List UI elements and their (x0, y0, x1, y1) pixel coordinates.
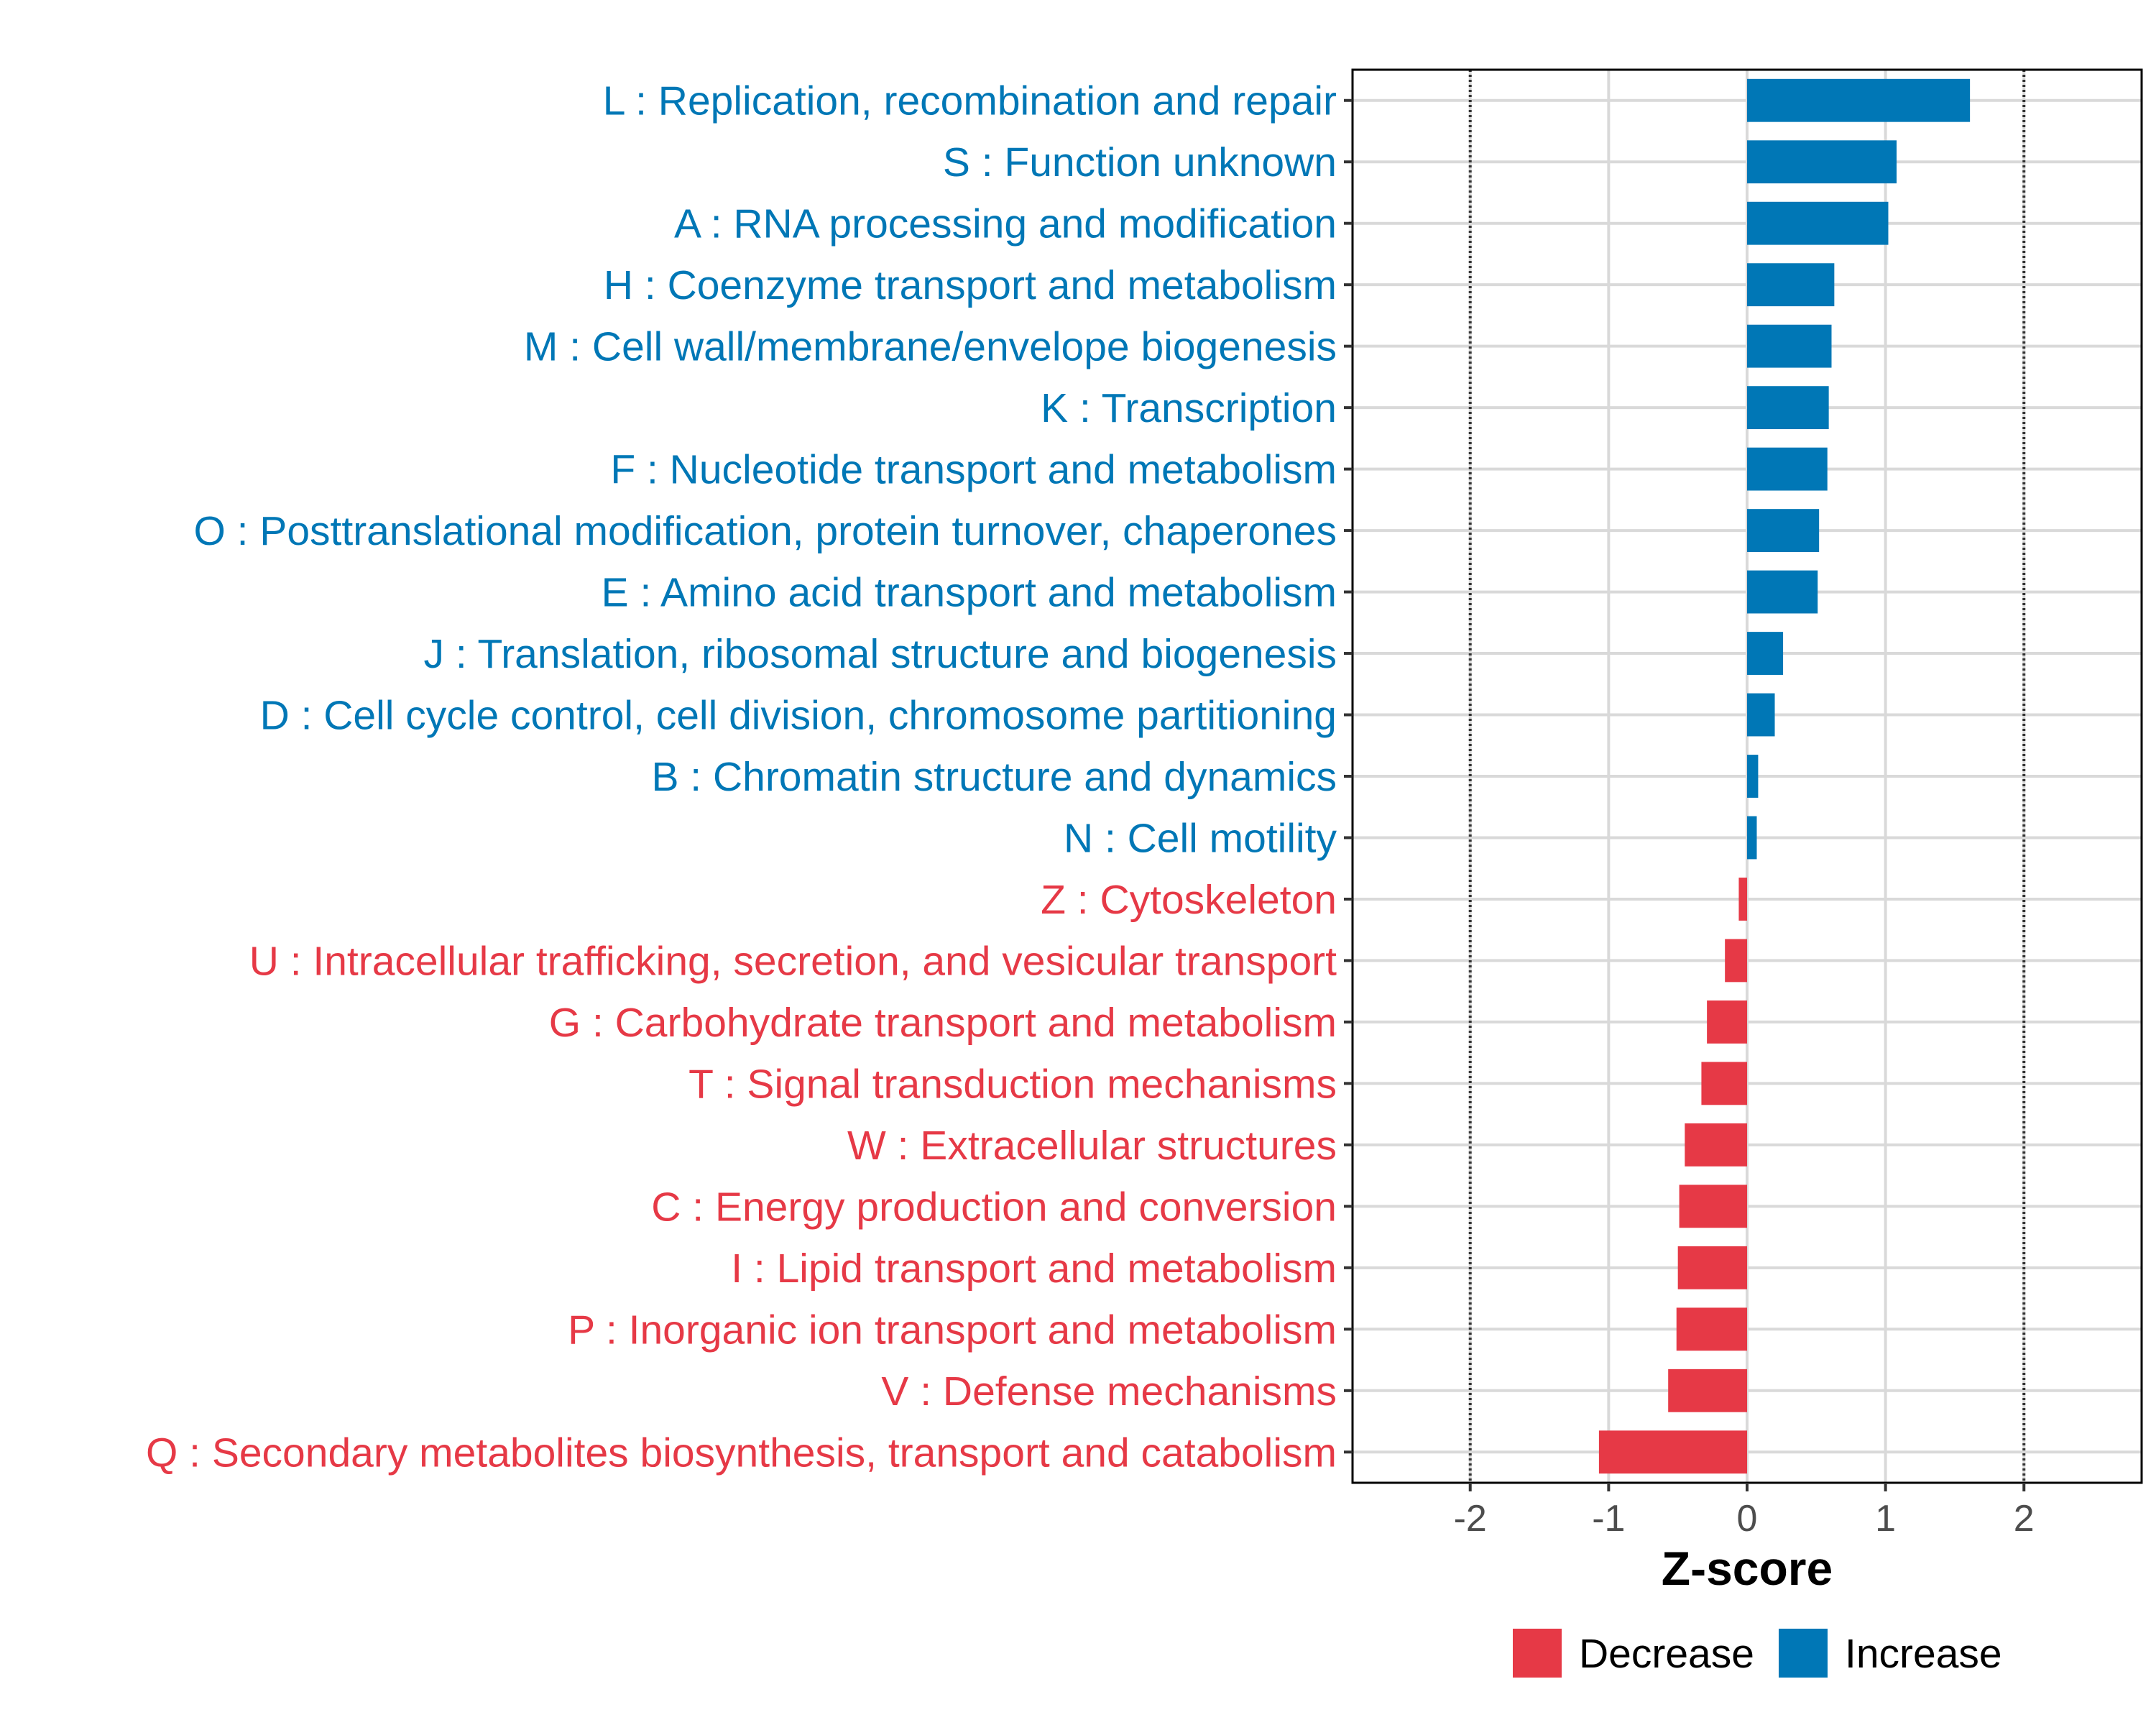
x-axis-ticks: -2 -1 0 1 2 (1454, 1483, 2035, 1540)
category-label: N : Cell motility (1064, 815, 1337, 861)
bar (1747, 140, 1897, 184)
category-label: E : Amino acid transport and metabolism (602, 570, 1337, 616)
category-label: M : Cell wall/membrane/envelope biogenes… (524, 324, 1337, 370)
x-tick-label: 0 (1737, 1498, 1758, 1540)
x-tick-label: 2 (2014, 1498, 2035, 1540)
bar (1747, 324, 1832, 368)
x-tick-label: -2 (1454, 1498, 1487, 1540)
bar (1738, 878, 1747, 921)
category-label: H : Coenzyme transport and metabolism (604, 262, 1337, 308)
bar (1677, 1246, 1747, 1289)
x-axis-title: Z-score (1662, 1542, 1833, 1595)
category-label: A : RNA processing and modification (674, 201, 1337, 247)
bar (1747, 570, 1818, 614)
bar (1747, 693, 1775, 737)
bar (1747, 386, 1829, 430)
category-label: F : Nucleotide transport and metabolism (610, 447, 1337, 493)
bar (1747, 447, 1828, 491)
category-label: Q : Secondary metabolites biosynthesis, … (146, 1430, 1337, 1476)
category-label: S : Function unknown (943, 139, 1337, 185)
category-label: L : Replication, recombination and repai… (603, 78, 1337, 124)
category-label: V : Defense mechanisms (881, 1368, 1337, 1414)
bar (1747, 755, 1759, 798)
category-label: J : Translation, ribosomal structure and… (424, 631, 1337, 677)
bar (1668, 1368, 1747, 1412)
bar (1676, 1307, 1747, 1351)
legend-swatch (1513, 1629, 1562, 1678)
bar (1685, 1123, 1747, 1167)
legend: Decrease Increase (1513, 1629, 2002, 1678)
bar (1747, 78, 1971, 122)
category-label: C : Energy production and conversion (651, 1184, 1337, 1230)
bar (1725, 939, 1747, 983)
category-label: D : Cell cycle control, cell division, c… (260, 693, 1337, 739)
category-label: U : Intracellular trafficking, secretion… (249, 938, 1337, 984)
bar (1747, 632, 1784, 675)
bar (1701, 1062, 1747, 1105)
y-axis-category-labels: L : Replication, recombination and repai… (146, 78, 1337, 1476)
legend-label: Increase (1845, 1631, 2002, 1677)
bar (1598, 1430, 1747, 1474)
bar (1747, 263, 1835, 307)
bar (1679, 1184, 1747, 1228)
category-label: O : Posttranslational modification, prot… (193, 508, 1337, 554)
bar (1747, 509, 1820, 553)
bar (1747, 816, 1757, 860)
category-label: B : Chromatin structure and dynamics (651, 754, 1337, 800)
bars-layer (1598, 78, 1971, 1474)
category-label: G : Carbohydrate transport and metabolis… (549, 1000, 1337, 1046)
reference-lines (1468, 70, 2026, 1483)
bar (1747, 201, 1889, 245)
x-tick-label: 1 (1875, 1498, 1896, 1540)
category-label: T : Signal transduction mechanisms (688, 1061, 1337, 1107)
category-label: I : Lipid transport and metabolism (731, 1246, 1337, 1292)
legend-swatch (1779, 1629, 1828, 1678)
category-label: Z : Cytoskeleton (1041, 877, 1337, 923)
y-axis-ticks (1344, 98, 1353, 1454)
bar (1707, 1000, 1747, 1044)
x-tick-label: -1 (1592, 1498, 1625, 1540)
legend-label: Decrease (1579, 1631, 1754, 1677)
category-label: P : Inorganic ion transport and metaboli… (568, 1307, 1337, 1353)
category-label: W : Extracellular structures (847, 1123, 1337, 1169)
category-label: K : Transcription (1041, 385, 1337, 431)
